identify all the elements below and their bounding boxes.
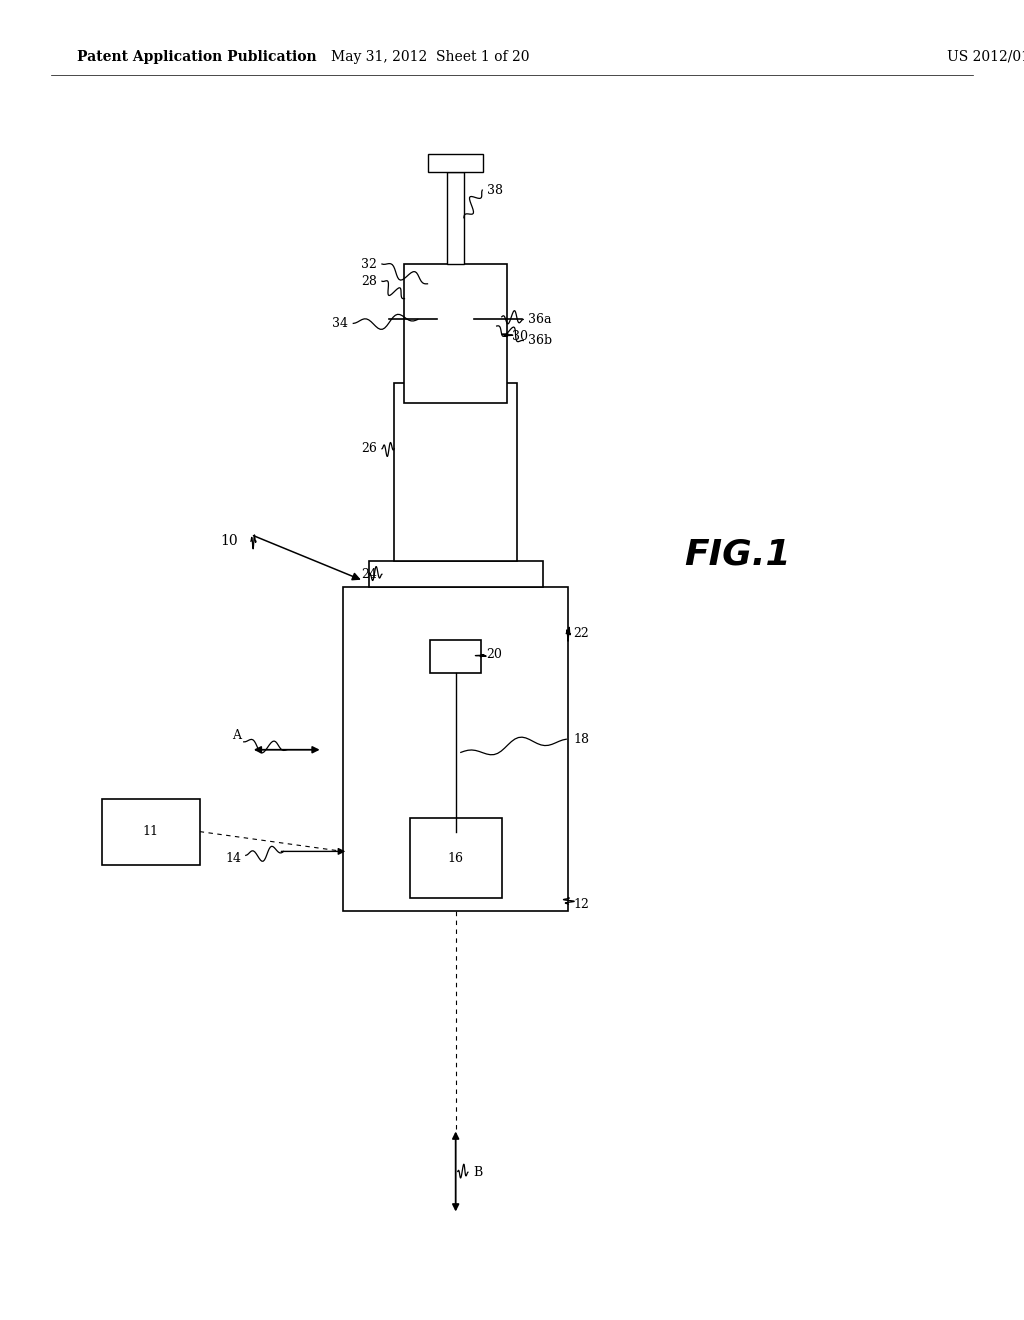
Text: 11: 11 xyxy=(142,825,159,838)
Text: 18: 18 xyxy=(573,733,590,746)
Bar xyxy=(102,799,200,865)
Text: 16: 16 xyxy=(447,851,464,865)
Text: US 2012/0136246 A1: US 2012/0136246 A1 xyxy=(947,50,1024,63)
Polygon shape xyxy=(428,264,484,304)
Bar xyxy=(430,640,481,673)
Text: 38: 38 xyxy=(487,183,504,197)
Text: 20: 20 xyxy=(486,648,503,661)
Text: 28: 28 xyxy=(360,275,377,288)
Text: Patent Application Publication: Patent Application Publication xyxy=(77,50,316,63)
Text: FIG.1: FIG.1 xyxy=(684,537,791,572)
Bar xyxy=(343,587,568,911)
Text: B: B xyxy=(473,1166,482,1179)
Text: 24: 24 xyxy=(360,568,377,581)
Text: A: A xyxy=(231,729,241,742)
Text: 34: 34 xyxy=(332,317,348,330)
Text: 30: 30 xyxy=(512,330,528,343)
Text: 22: 22 xyxy=(573,627,589,640)
Text: 26: 26 xyxy=(360,442,377,455)
Bar xyxy=(440,304,471,330)
Bar xyxy=(404,264,507,403)
Text: May 31, 2012  Sheet 1 of 20: May 31, 2012 Sheet 1 of 20 xyxy=(331,50,529,63)
Text: 36b: 36b xyxy=(528,334,553,347)
Bar xyxy=(410,818,502,898)
Text: 10: 10 xyxy=(220,535,238,548)
Text: 32: 32 xyxy=(360,257,377,271)
Text: 36a: 36a xyxy=(528,313,552,326)
Text: 12: 12 xyxy=(573,898,590,911)
Bar xyxy=(394,383,517,561)
Bar xyxy=(369,561,543,587)
Text: 14: 14 xyxy=(225,851,242,865)
Bar xyxy=(447,172,464,264)
Bar xyxy=(428,154,483,172)
